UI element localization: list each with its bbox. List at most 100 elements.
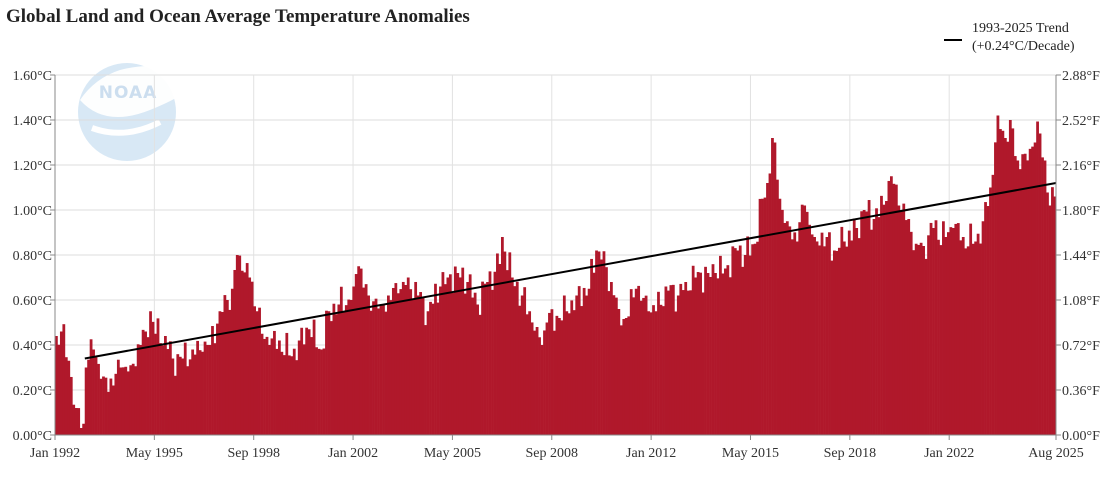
temperature-bar[interactable]	[478, 314, 482, 435]
temperature-bar[interactable]	[647, 311, 650, 435]
temperature-bar[interactable]	[414, 281, 418, 435]
temperature-bar[interactable]	[1023, 153, 1027, 435]
temperature-bar[interactable]	[746, 236, 750, 435]
temperature-bar[interactable]	[927, 235, 930, 435]
temperature-bar[interactable]	[213, 343, 217, 435]
temperature-bar[interactable]	[617, 309, 621, 435]
temperature-bar[interactable]	[639, 300, 643, 435]
temperature-bar[interactable]	[999, 129, 1002, 435]
temperature-bar[interactable]	[773, 142, 777, 436]
temperature-bar[interactable]	[939, 245, 943, 435]
temperature-bar[interactable]	[865, 211, 868, 435]
temperature-bar[interactable]	[825, 237, 829, 435]
temperature-bar[interactable]	[196, 340, 200, 435]
temperature-bar[interactable]	[382, 303, 385, 435]
temperature-bar[interactable]	[315, 347, 318, 435]
temperature-bar[interactable]	[258, 307, 261, 435]
temperature-bar[interactable]	[590, 258, 593, 435]
temperature-bar[interactable]	[570, 300, 574, 435]
temperature-bar[interactable]	[208, 345, 212, 435]
temperature-bar[interactable]	[877, 217, 881, 435]
temperature-bar[interactable]	[295, 360, 299, 435]
temperature-bar[interactable]	[510, 277, 514, 436]
temperature-bar[interactable]	[151, 321, 155, 435]
temperature-bar[interactable]	[592, 272, 596, 435]
temperature-bar[interactable]	[399, 289, 403, 435]
temperature-bar[interactable]	[548, 312, 551, 435]
temperature-bar[interactable]	[1013, 156, 1017, 436]
temperature-bar[interactable]	[894, 184, 898, 435]
temperature-bar[interactable]	[448, 274, 452, 435]
temperature-bar[interactable]	[144, 331, 147, 436]
temperature-bar[interactable]	[312, 319, 316, 435]
temperature-bar[interactable]	[929, 222, 933, 435]
temperature-bar[interactable]	[823, 246, 826, 435]
temperature-bar[interactable]	[79, 428, 83, 435]
temperature-bar[interactable]	[667, 290, 670, 435]
temperature-bar[interactable]	[803, 205, 807, 436]
temperature-bar[interactable]	[572, 310, 576, 435]
temperature-bar[interactable]	[238, 255, 242, 435]
temperature-bar[interactable]	[159, 343, 162, 435]
temperature-bar[interactable]	[924, 258, 928, 435]
temperature-bar[interactable]	[245, 263, 249, 435]
temperature-bar[interactable]	[310, 337, 313, 435]
temperature-bar[interactable]	[736, 250, 740, 436]
temperature-bar[interactable]	[981, 221, 985, 435]
temperature-bar[interactable]	[553, 330, 556, 435]
temperature-bar[interactable]	[1003, 138, 1007, 435]
temperature-bar[interactable]	[139, 345, 143, 435]
temperature-bar[interactable]	[909, 231, 913, 435]
temperature-bar[interactable]	[528, 311, 532, 435]
temperature-bar[interactable]	[424, 325, 427, 435]
temperature-bar[interactable]	[82, 423, 86, 435]
temperature-bar[interactable]	[421, 296, 425, 435]
temperature-bar[interactable]	[857, 238, 861, 435]
temperature-bar[interactable]	[134, 366, 138, 435]
temperature-bar[interactable]	[805, 211, 809, 435]
temperature-bar[interactable]	[372, 301, 375, 435]
temperature-bar[interactable]	[317, 348, 321, 435]
temperature-bar[interactable]	[265, 336, 269, 435]
temperature-bar[interactable]	[699, 272, 702, 435]
temperature-bar[interactable]	[240, 270, 244, 435]
temperature-bar[interactable]	[1028, 148, 1032, 435]
temperature-bar[interactable]	[1026, 160, 1030, 435]
temperature-bar[interactable]	[785, 221, 789, 435]
temperature-bar[interactable]	[562, 295, 566, 436]
temperature-bar[interactable]	[181, 358, 185, 436]
temperature-bar[interactable]	[813, 237, 816, 435]
temperature-bar[interactable]	[154, 333, 157, 435]
temperature-bar[interactable]	[758, 198, 762, 435]
temperature-bar[interactable]	[64, 357, 68, 435]
temperature-bar[interactable]	[114, 373, 118, 435]
temperature-bar[interactable]	[364, 284, 368, 435]
temperature-bar[interactable]	[674, 311, 678, 436]
temperature-bar[interactable]	[305, 327, 309, 435]
temperature-bar[interactable]	[837, 247, 841, 435]
temperature-bar[interactable]	[852, 218, 856, 435]
temperature-bar[interactable]	[339, 286, 343, 435]
temperature-bar[interactable]	[104, 377, 108, 435]
temperature-bar[interactable]	[473, 292, 477, 435]
temperature-bar[interactable]	[870, 229, 873, 435]
temperature-bar[interactable]	[652, 305, 655, 435]
temperature-bar[interactable]	[748, 255, 752, 435]
temperature-bar[interactable]	[419, 292, 423, 435]
temperature-bar[interactable]	[820, 232, 824, 435]
temperature-bar[interactable]	[156, 318, 160, 435]
temperature-bar[interactable]	[733, 248, 737, 435]
temperature-bar[interactable]	[602, 251, 606, 435]
temperature-bar[interactable]	[1036, 121, 1039, 435]
temperature-bar[interactable]	[146, 337, 150, 435]
temperature-bar[interactable]	[444, 284, 447, 435]
temperature-bar[interactable]	[166, 349, 170, 435]
temperature-bar[interactable]	[701, 292, 705, 435]
temperature-bar[interactable]	[275, 348, 279, 435]
temperature-bar[interactable]	[880, 195, 883, 435]
temperature-bar[interactable]	[1051, 187, 1054, 435]
temperature-bar[interactable]	[409, 289, 413, 435]
temperature-bar[interactable]	[302, 344, 306, 435]
temperature-bar[interactable]	[969, 223, 973, 435]
